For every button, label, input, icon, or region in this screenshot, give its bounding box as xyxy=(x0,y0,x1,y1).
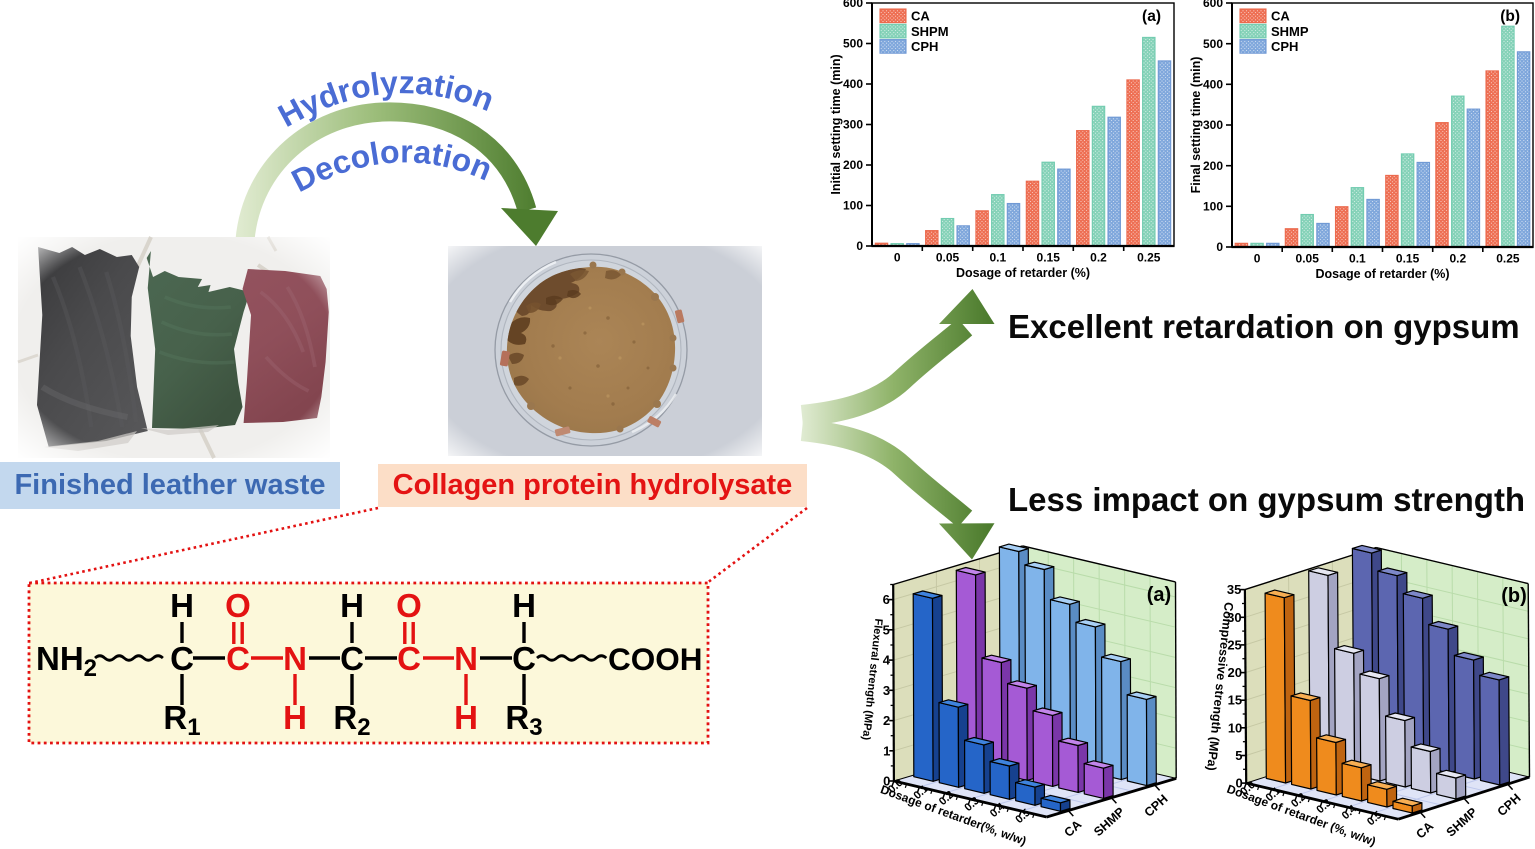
svg-text:H: H xyxy=(512,587,536,624)
svg-text:0.2: 0.2 xyxy=(1090,251,1107,265)
svg-text:5: 5 xyxy=(883,622,890,637)
svg-text:O: O xyxy=(396,587,422,624)
svg-text:200: 200 xyxy=(843,158,863,172)
svg-text:(b): (b) xyxy=(1500,8,1520,25)
svg-text:O: O xyxy=(225,587,251,624)
svg-text:CPH: CPH xyxy=(1495,791,1524,819)
svg-text:500: 500 xyxy=(843,37,863,51)
svg-text:2: 2 xyxy=(883,713,890,728)
svg-text:0: 0 xyxy=(883,774,890,789)
svg-text:0.1: 0.1 xyxy=(1349,252,1366,266)
svg-text:0.15: 0.15 xyxy=(1037,251,1061,265)
svg-text:Compressive strength (MPa): Compressive strength (MPa) xyxy=(1204,601,1236,771)
svg-text:Flexural strength (MPa): Flexural strength (MPa) xyxy=(860,618,885,741)
svg-text:CPH: CPH xyxy=(1142,792,1171,820)
svg-text:CPH: CPH xyxy=(1271,39,1298,54)
svg-text:CPH: CPH xyxy=(911,39,938,54)
svg-text:Decoloration: Decoloration xyxy=(286,133,498,199)
svg-text:H: H xyxy=(340,587,364,624)
svg-text:300: 300 xyxy=(1203,118,1223,132)
svg-text:600: 600 xyxy=(843,0,863,10)
svg-text:SHMP: SHMP xyxy=(1444,805,1480,840)
svg-text:4: 4 xyxy=(883,653,891,668)
svg-text:0: 0 xyxy=(1254,252,1261,266)
svg-text:C: C xyxy=(170,640,194,677)
svg-text:CA: CA xyxy=(1413,819,1436,841)
svg-text:C: C xyxy=(397,640,421,677)
svg-text:0.1: 0.1 xyxy=(989,251,1006,265)
svg-text:400: 400 xyxy=(843,77,863,91)
svg-text:NH2: NH2 xyxy=(36,640,97,682)
svg-text:SHPM: SHPM xyxy=(911,24,949,39)
svg-text:10: 10 xyxy=(1228,720,1242,735)
svg-text:0: 0 xyxy=(856,239,863,253)
svg-text:SHMP: SHMP xyxy=(1091,805,1127,840)
svg-text:1: 1 xyxy=(883,743,890,758)
svg-text:30: 30 xyxy=(1227,610,1241,625)
svg-text:0: 0 xyxy=(894,251,901,265)
svg-text:Dosage of retarder (%): Dosage of retarder (%) xyxy=(1315,267,1449,281)
svg-text:CA: CA xyxy=(911,9,930,24)
svg-text:CA: CA xyxy=(1271,9,1290,24)
svg-text:H: H xyxy=(454,699,478,736)
svg-text:0.05: 0.05 xyxy=(1296,252,1320,266)
svg-text:N: N xyxy=(283,640,307,677)
svg-text:5: 5 xyxy=(1235,748,1242,763)
svg-text:300: 300 xyxy=(843,118,863,132)
svg-text:N: N xyxy=(454,640,478,677)
svg-text:0.25: 0.25 xyxy=(1137,251,1161,265)
svg-text:0: 0 xyxy=(1235,776,1242,791)
svg-text:H: H xyxy=(283,699,307,736)
svg-text:Initial setting time (min): Initial setting time (min) xyxy=(829,54,843,194)
svg-text:400: 400 xyxy=(1203,78,1223,92)
svg-text:0.15: 0.15 xyxy=(1396,252,1420,266)
svg-text:200: 200 xyxy=(1203,159,1223,173)
svg-text:500: 500 xyxy=(1203,37,1223,51)
svg-text:25: 25 xyxy=(1227,637,1241,652)
svg-text:100: 100 xyxy=(843,199,863,213)
svg-text:600: 600 xyxy=(1203,0,1223,10)
svg-text:C: C xyxy=(226,640,250,677)
svg-text:0: 0 xyxy=(1216,240,1223,254)
svg-text:SHMP: SHMP xyxy=(1271,24,1309,39)
svg-text:6: 6 xyxy=(883,592,890,607)
svg-text:100: 100 xyxy=(1203,200,1223,214)
svg-text:0.25: 0.25 xyxy=(1496,252,1520,266)
svg-text:Dosage of retarder (%): Dosage of retarder (%) xyxy=(956,266,1090,280)
svg-text:(a): (a) xyxy=(1147,584,1171,606)
svg-text:C: C xyxy=(512,640,536,677)
svg-text:Final setting time (min): Final setting time (min) xyxy=(1189,57,1203,194)
svg-text:35: 35 xyxy=(1227,582,1241,597)
svg-text:H: H xyxy=(170,587,194,624)
svg-text:C: C xyxy=(340,640,364,677)
svg-text:(a): (a) xyxy=(1142,8,1161,25)
svg-text:0.05: 0.05 xyxy=(936,251,960,265)
svg-text:15: 15 xyxy=(1228,693,1242,708)
svg-text:3: 3 xyxy=(883,683,890,698)
svg-text:20: 20 xyxy=(1228,665,1242,680)
svg-text:CA: CA xyxy=(1062,817,1085,839)
svg-text:R2: R2 xyxy=(333,699,370,741)
svg-text:(b): (b) xyxy=(1501,585,1527,607)
svg-text:0.2: 0.2 xyxy=(1449,252,1466,266)
svg-text:COOH: COOH xyxy=(608,641,703,677)
